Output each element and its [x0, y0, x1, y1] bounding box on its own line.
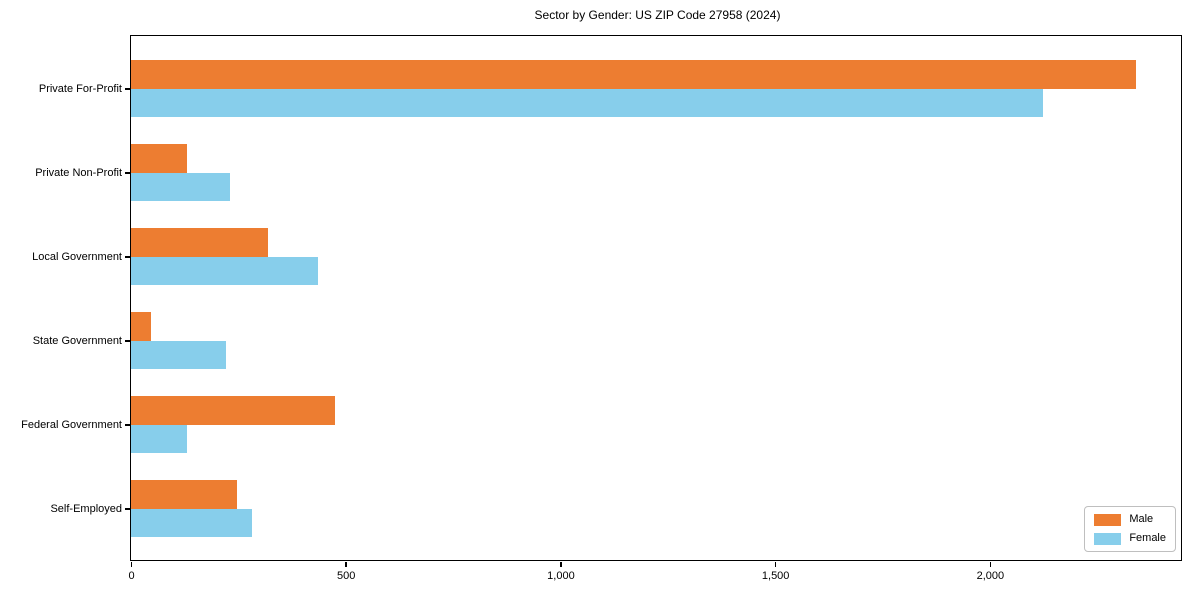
bar-female-federal-government [131, 424, 187, 453]
x-tick-mark [560, 562, 562, 567]
y-tick-label-self-employed: Self-Employed [50, 503, 122, 515]
bar-male-private-for-profit [131, 60, 1136, 89]
bar-male-federal-government [131, 396, 336, 425]
y-tick-mark [125, 88, 130, 90]
legend-item-female: Female [1094, 532, 1166, 545]
legend-label-female: Female [1129, 532, 1166, 544]
y-tick-mark [125, 424, 130, 426]
bar-female-self-employed [131, 508, 253, 537]
legend-swatch-female [1094, 532, 1122, 545]
chart-title: Sector by Gender: US ZIP Code 27958 (202… [534, 8, 781, 22]
y-tick-label-federal-government: Federal Government [21, 419, 122, 431]
y-tick-label-local-government: Local Government [32, 251, 122, 263]
x-tick-label-2-000: 2,000 [976, 569, 1005, 582]
bar-male-private-non-profit [131, 144, 187, 173]
bar-male-state-government [131, 312, 151, 341]
bar-female-private-for-profit [131, 88, 1044, 117]
bar-male-self-employed [131, 480, 237, 509]
y-tick-label-state-government: State Government [32, 335, 122, 347]
bar-female-local-government [131, 256, 318, 285]
y-tick-label-private-for-profit: Private For-Profit [38, 83, 122, 95]
plot-area: Male Female [130, 35, 1182, 561]
y-tick-mark [125, 172, 130, 174]
x-tick-label-1-500: 1,500 [761, 569, 790, 582]
x-tick-label-500: 500 [337, 569, 356, 582]
x-tick-mark [130, 562, 133, 567]
legend: Male Female [1084, 506, 1176, 552]
x-tick-mark [345, 562, 347, 567]
bar-female-state-government [131, 340, 227, 369]
y-tick-mark [125, 340, 130, 342]
x-tick-label-1-000: 1,000 [547, 569, 575, 582]
x-tick-mark [774, 562, 777, 567]
y-tick-mark [125, 256, 130, 258]
x-tick-label-0: 0 [128, 569, 135, 582]
legend-swatch-male [1094, 513, 1122, 526]
x-tick-mark [989, 562, 992, 567]
bar-male-local-government [131, 228, 269, 257]
y-tick-mark [125, 508, 130, 510]
y-tick-label-private-non-profit: Private Non-Profit [35, 167, 122, 179]
bar-female-private-non-profit [131, 172, 230, 201]
legend-item-male: Male [1094, 513, 1166, 526]
legend-label-male: Male [1129, 513, 1154, 525]
